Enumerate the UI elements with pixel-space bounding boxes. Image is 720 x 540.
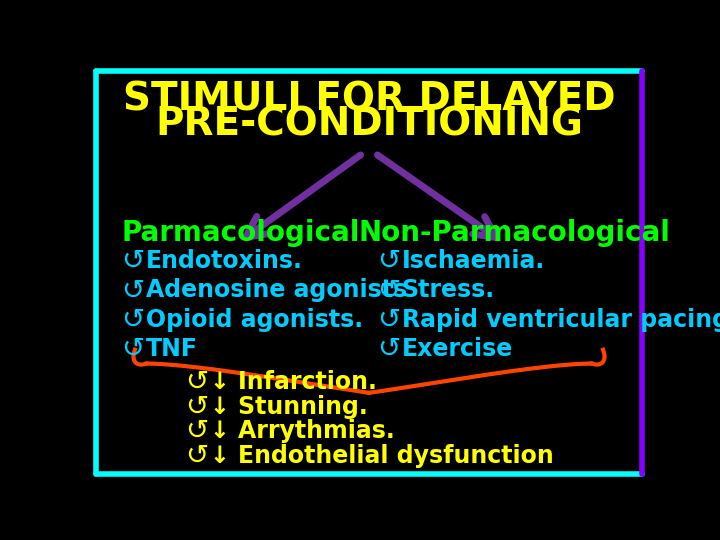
Text: Exercise: Exercise [402,337,513,361]
Text: TNF: TNF [145,337,198,361]
Text: ↺: ↺ [121,335,144,363]
Text: Endotoxins.: Endotoxins. [145,249,302,273]
Text: Ischaemia.: Ischaemia. [402,249,545,273]
Text: ↺: ↺ [377,247,400,275]
Text: ↺: ↺ [377,306,400,334]
Text: STIMULI FOR DELAYED: STIMULI FOR DELAYED [122,80,616,118]
Text: Opioid agonists.: Opioid agonists. [145,308,363,332]
Text: ↓ Arrythmias.: ↓ Arrythmias. [210,420,395,443]
Text: ↓ Infarction.: ↓ Infarction. [210,370,377,394]
Text: PRE-CONDITIONING: PRE-CONDITIONING [155,106,583,144]
Text: ↺: ↺ [185,368,209,396]
Text: Parmacological: Parmacological [122,219,360,247]
Text: ↺: ↺ [377,276,400,305]
Text: ↺: ↺ [185,442,209,470]
Text: Stress.: Stress. [402,279,495,302]
Text: ↺: ↺ [185,417,209,446]
Text: ↓ Stunning.: ↓ Stunning. [210,395,368,418]
Text: ↺: ↺ [121,276,144,305]
Text: ↓ Endothelial dysfunction: ↓ Endothelial dysfunction [210,444,554,468]
Text: ↺: ↺ [121,247,144,275]
Text: ↺: ↺ [121,306,144,334]
Text: Adenosine agonists: Adenosine agonists [145,279,407,302]
Text: ↺: ↺ [377,335,400,363]
Text: Non-Parmacological: Non-Parmacological [359,219,670,247]
Text: ↺: ↺ [185,393,209,421]
Text: Rapid ventricular pacing.: Rapid ventricular pacing. [402,308,720,332]
